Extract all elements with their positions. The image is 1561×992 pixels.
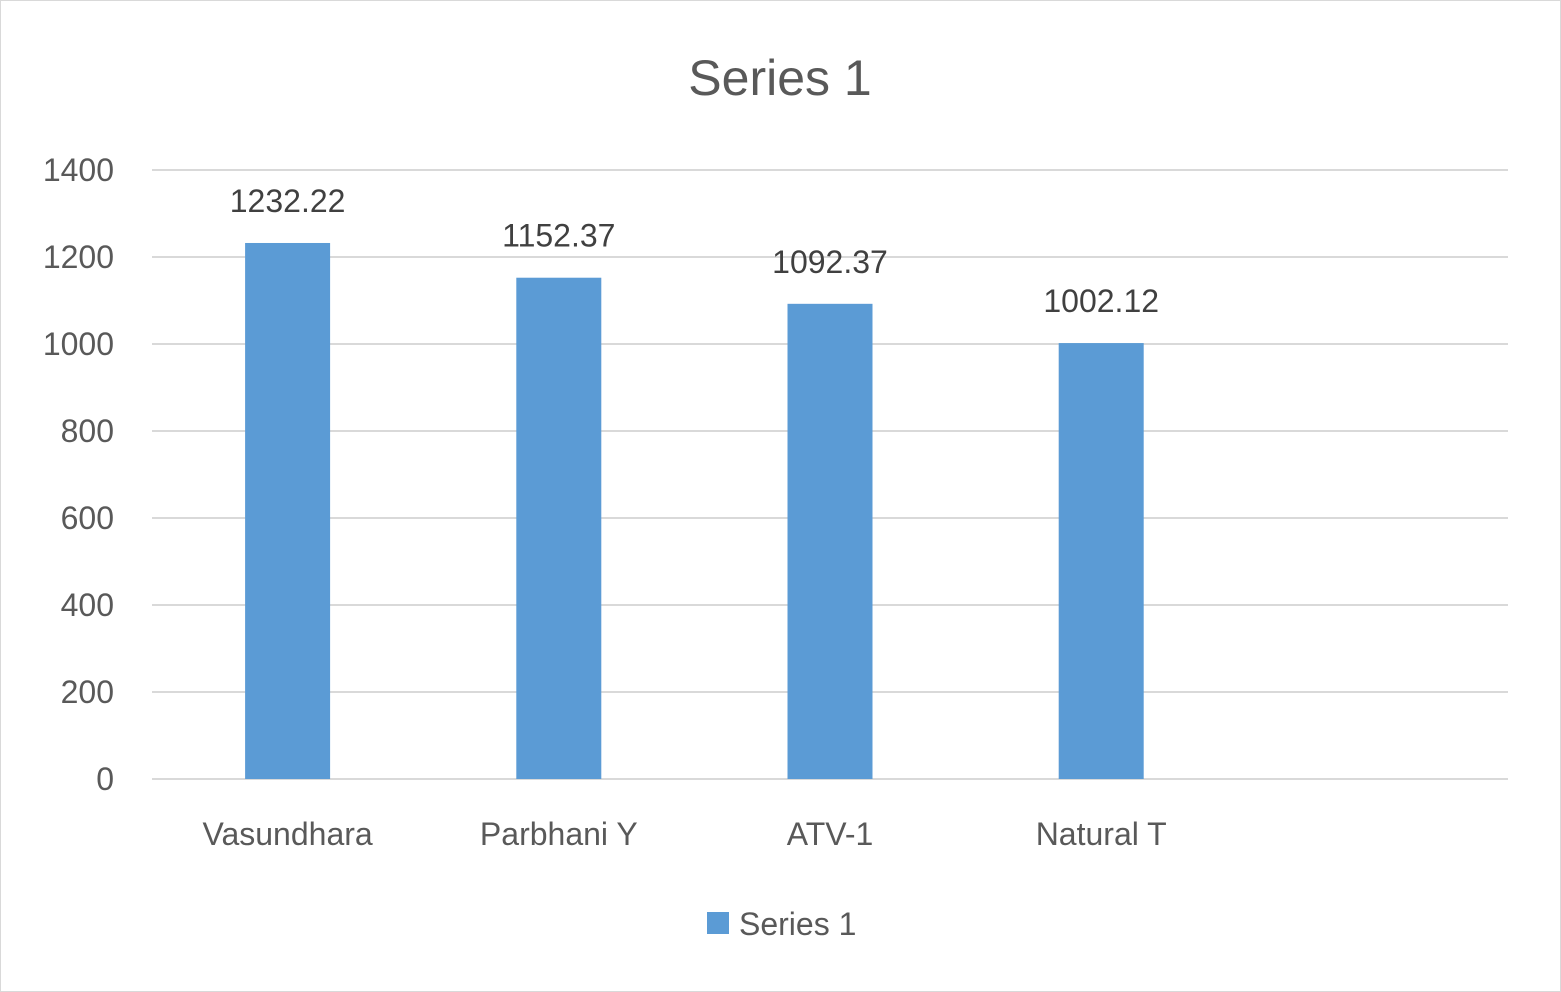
bar-value-label: 1092.37 <box>772 244 888 280</box>
bar <box>787 303 873 779</box>
chart-title: Series 1 <box>688 50 871 106</box>
x-axis-ticks: Vasundhara Parbhani Y ATV-1 Natural T <box>202 816 1166 852</box>
x-tick-label: Natural T <box>1036 816 1167 852</box>
bars <box>245 242 1144 779</box>
x-tick-label: Parbhani Y <box>480 816 638 852</box>
y-axis-ticks: 0 200 400 600 800 1000 1200 1400 <box>43 152 114 797</box>
y-tick-label: 800 <box>61 413 114 449</box>
y-tick-label: 1000 <box>43 326 114 362</box>
bar-value-label: 1232.22 <box>230 183 346 219</box>
bar <box>245 242 331 779</box>
x-tick-label: Vasundhara <box>202 816 372 852</box>
data-labels: 1232.22 1152.37 1092.37 1002.12 <box>230 183 1159 319</box>
legend: Series 1 <box>707 906 856 942</box>
y-tick-label: 200 <box>61 674 114 710</box>
bar <box>1058 343 1144 779</box>
legend-swatch <box>707 912 729 934</box>
y-tick-label: 600 <box>61 500 114 536</box>
y-tick-label: 1400 <box>43 152 114 188</box>
bar-value-label: 1152.37 <box>502 218 615 254</box>
bar <box>516 277 602 779</box>
y-tick-label: 1200 <box>43 239 114 275</box>
x-tick-label: ATV-1 <box>787 816 874 852</box>
bar-value-label: 1002.12 <box>1043 283 1159 319</box>
y-tick-label: 0 <box>96 761 114 797</box>
legend-label: Series 1 <box>739 906 856 942</box>
y-tick-label: 400 <box>61 587 114 623</box>
